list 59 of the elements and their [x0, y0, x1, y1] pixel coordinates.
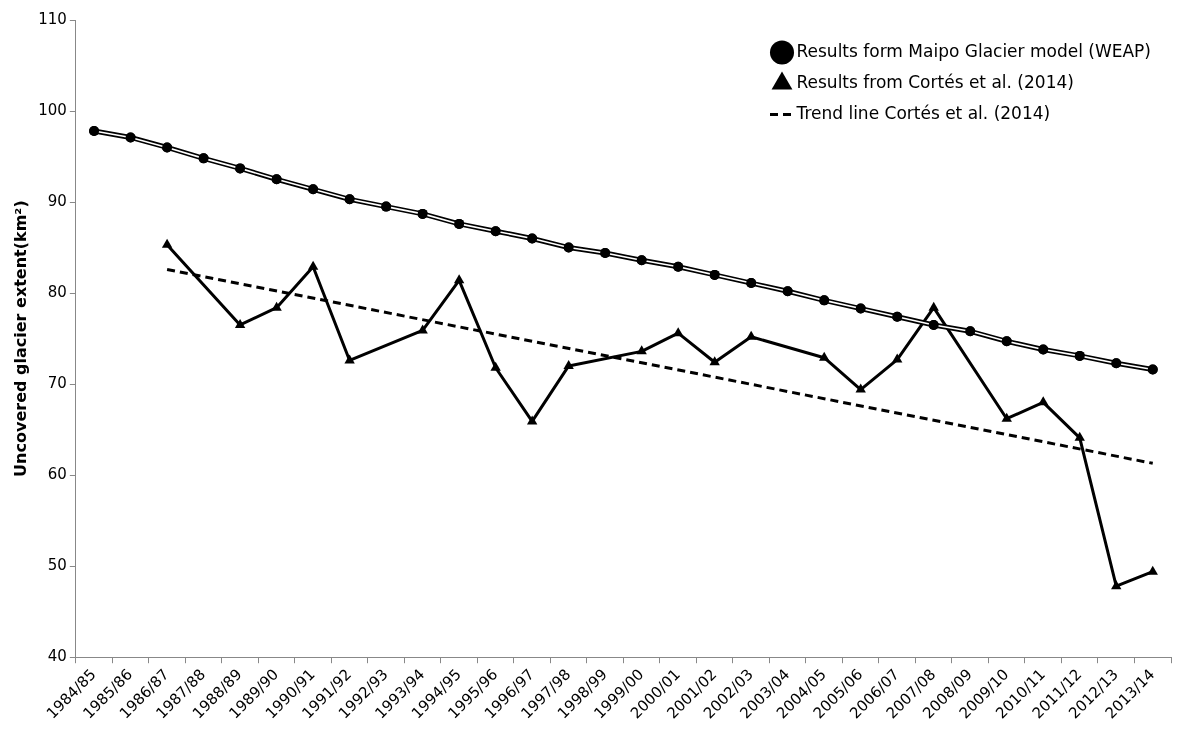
point: [709, 356, 720, 366]
y-tick-label: 110: [38, 9, 67, 28]
point: [162, 142, 173, 153]
point: [235, 163, 246, 174]
point: [1001, 336, 1012, 347]
point: [928, 319, 939, 330]
legend-label: Trend line Cortés et al. (2014): [795, 102, 1051, 123]
point: [125, 132, 136, 143]
point: [161, 238, 173, 248]
point: [928, 301, 939, 311]
point: [1111, 580, 1122, 590]
y-tick-label: 40: [47, 647, 67, 666]
point: [892, 311, 903, 322]
point: [855, 383, 866, 393]
y-tick-label: 70: [47, 374, 67, 393]
y-tick-label: 100: [38, 100, 67, 119]
point: [234, 318, 246, 328]
point: [198, 153, 209, 164]
point: [563, 359, 574, 369]
point: [782, 286, 793, 297]
point: [89, 126, 100, 137]
point: [453, 274, 465, 284]
point: [1074, 431, 1085, 441]
point: [490, 226, 501, 237]
point: [381, 201, 392, 212]
y-axis-title: Uncovered glacier extent(km²): [10, 200, 30, 477]
point: [1074, 350, 1085, 361]
point: [490, 361, 501, 371]
point: [454, 218, 465, 229]
point: [1111, 358, 1122, 369]
point: [563, 242, 574, 253]
legend-label: Results from Cortés et al. (2014): [796, 71, 1074, 92]
point: [307, 260, 319, 270]
point: [1147, 364, 1158, 375]
point: [1147, 565, 1158, 575]
point: [417, 208, 428, 219]
point: [819, 351, 830, 361]
point: [344, 194, 355, 205]
point: [1038, 344, 1049, 355]
point: [600, 248, 611, 259]
point: [673, 261, 684, 272]
point: [527, 233, 538, 244]
point: [745, 330, 757, 340]
point: [636, 255, 647, 266]
point: [1001, 412, 1012, 422]
point: [1038, 396, 1049, 406]
legend-label: Results form Maipo Glacier model (WEAP): [796, 40, 1152, 61]
point: [819, 295, 830, 306]
point: [308, 184, 319, 195]
point: [746, 278, 757, 289]
point: [271, 174, 282, 185]
y-tick-label: 90: [47, 191, 67, 210]
point: [855, 303, 866, 314]
point: [892, 353, 903, 363]
point: [709, 269, 720, 280]
y-tick-label: 50: [47, 556, 67, 575]
point: [965, 326, 976, 337]
y-tick-label: 60: [47, 465, 67, 484]
y-tick-label: 80: [47, 282, 67, 301]
